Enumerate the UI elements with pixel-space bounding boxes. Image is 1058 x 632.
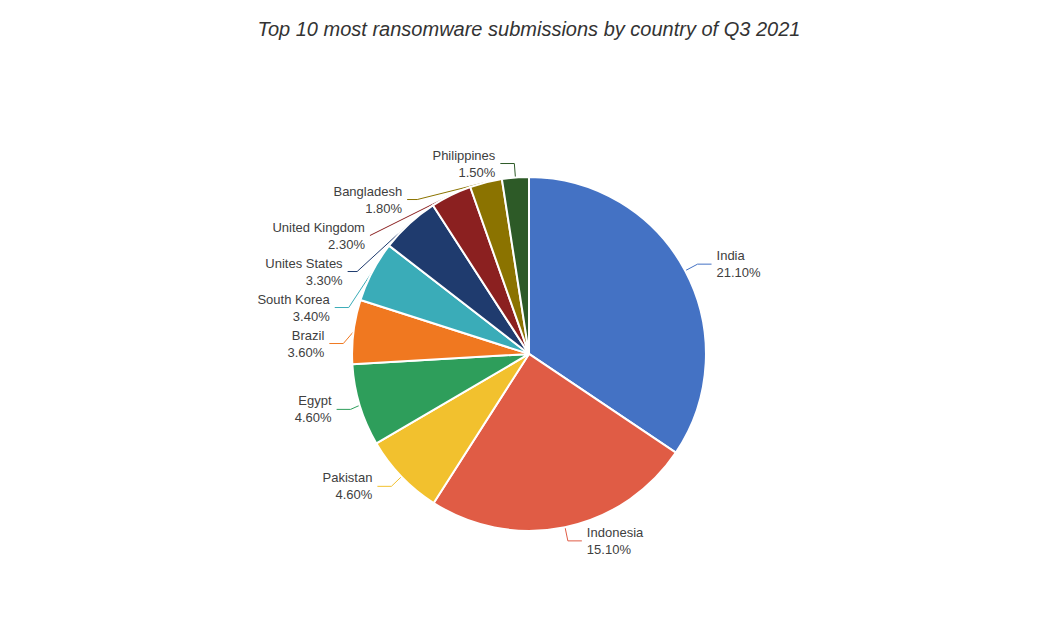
svg-text:Philippines: Philippines xyxy=(432,148,495,163)
svg-text:India: India xyxy=(717,248,746,263)
svg-text:3.60%: 3.60% xyxy=(287,345,324,360)
svg-text:Egypt: Egypt xyxy=(298,393,332,408)
svg-text:South Korea: South Korea xyxy=(257,292,330,307)
svg-text:21.10%: 21.10% xyxy=(717,265,762,280)
svg-text:United Kingdom: United Kingdom xyxy=(272,220,365,235)
svg-text:4.60%: 4.60% xyxy=(295,410,332,425)
svg-text:Top 10 most ransomware submiss: Top 10 most ransomware submissions by co… xyxy=(258,18,801,40)
svg-text:Pakistan: Pakistan xyxy=(323,470,373,485)
svg-text:1.80%: 1.80% xyxy=(365,201,402,216)
svg-text:Brazil: Brazil xyxy=(292,328,325,343)
svg-text:Indonesia: Indonesia xyxy=(587,525,644,540)
svg-text:15.10%: 15.10% xyxy=(587,542,632,557)
svg-text:3.30%: 3.30% xyxy=(306,273,343,288)
svg-text:1.50%: 1.50% xyxy=(458,165,495,180)
svg-text:4.60%: 4.60% xyxy=(336,487,373,502)
svg-text:3.40%: 3.40% xyxy=(293,309,330,324)
svg-text:Unites States: Unites States xyxy=(265,256,343,271)
svg-text:Bangladesh: Bangladesh xyxy=(333,184,402,199)
svg-text:2.30%: 2.30% xyxy=(328,237,365,252)
